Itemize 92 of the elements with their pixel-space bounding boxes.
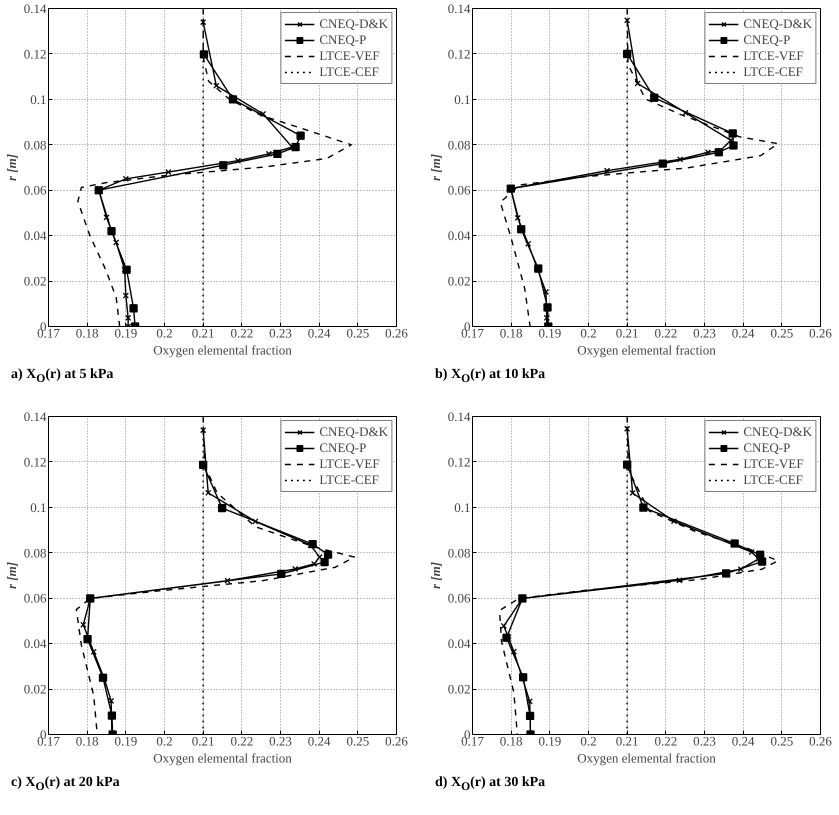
- x-tick-label: 0.19: [114, 734, 138, 748]
- x-axis-title: Oxygen elemental fraction: [577, 750, 716, 766]
- y-tick-label: 0.12: [448, 46, 470, 62]
- x-tick-label: 0.22: [654, 734, 678, 748]
- y-tick-label: 0.12: [24, 454, 46, 470]
- y-tick-label: 0.02: [448, 682, 470, 697]
- x-tick-label: 0.2: [580, 326, 597, 340]
- text: a) X$_{O}$(r) at 5 kPa: [11, 366, 114, 387]
- x-tick-label: 0.23: [269, 326, 292, 340]
- x-tick-label: 0.2: [156, 734, 173, 748]
- x-tick-label: 0.18: [76, 326, 99, 340]
- x-tick-label: 0.2: [580, 734, 597, 748]
- x-axis-title: Oxygen elemental fraction: [577, 342, 716, 358]
- y-tick-label: 0.08: [448, 137, 470, 152]
- x-tick-label: 0.23: [693, 326, 716, 340]
- legend-label: LTCE-VEF: [319, 456, 380, 472]
- x-axis-title: Oxygen elemental fraction: [153, 342, 292, 358]
- y-tick-label: 0.02: [24, 682, 46, 697]
- x-tick-label: 0.24: [732, 326, 756, 340]
- x-tick-label: 0.18: [500, 734, 523, 748]
- text: c) X$_{O}$(r) at 20 kPa: [11, 774, 120, 795]
- x-tick-label: 0.25: [346, 326, 370, 340]
- legend-label: CNEQ-P: [743, 440, 790, 456]
- x-tick-label: 0.2: [156, 326, 173, 340]
- y-tick-label: 0.14: [24, 409, 47, 424]
- y-tick-label: 0.14: [448, 1, 471, 16]
- x-tick-label: 0.21: [616, 734, 639, 748]
- legend-label: CNEQ-D&K: [319, 16, 388, 32]
- y-tick-label: 0.04: [24, 228, 47, 244]
- x-tick-label: 0.26: [385, 326, 408, 340]
- legend-label: CNEQ-P: [319, 440, 366, 456]
- legend-label: CNEQ-P: [743, 32, 790, 48]
- y-tick-label: 0.1: [30, 500, 46, 515]
- x-tick-label: 0.23: [693, 734, 716, 748]
- legend-label: LTCE-CEF: [743, 472, 803, 488]
- x-tick-label: 0.22: [230, 326, 254, 340]
- y-tick-label: 0.14: [24, 1, 47, 16]
- y-tick-label: 0.1: [454, 500, 470, 515]
- y-tick-label: 0.06: [448, 182, 471, 198]
- legend-label: LTCE-CEF: [319, 64, 379, 80]
- y-axis-title: r [m]: [4, 154, 19, 182]
- x-tick-label: 0.21: [192, 326, 215, 340]
- y-tick-label: 0.12: [448, 454, 470, 470]
- x-tick-label: 0.25: [770, 734, 794, 748]
- y-tick-label: 0.04: [24, 636, 47, 652]
- y-tick-label: 0.12: [24, 46, 46, 62]
- y-tick-label: 0.04: [448, 228, 471, 244]
- x-tick-label: 0.21: [616, 326, 639, 340]
- y-tick-label: 0.02: [24, 274, 46, 289]
- y-tick-label: 0.08: [448, 545, 470, 560]
- x-tick-label: 0.19: [538, 734, 562, 748]
- x-tick-label: 0.22: [654, 326, 678, 340]
- x-tick-label: 0.24: [732, 734, 756, 748]
- x-tick-label: 0.26: [809, 734, 832, 748]
- x-axis-title: Oxygen elemental fraction: [153, 750, 292, 766]
- x-tick-label: 0.25: [346, 734, 370, 748]
- y-tick-label: 0.1: [30, 92, 46, 107]
- y-axis-title: r [m]: [4, 562, 19, 590]
- legend-label: LTCE-VEF: [319, 48, 380, 64]
- x-tick-label: 0.24: [308, 734, 332, 748]
- y-tick-label: 0.06: [24, 182, 47, 198]
- x-tick-label: 0.26: [385, 734, 408, 748]
- text: b) X$_{O}$(r) at 10 kPa: [435, 366, 546, 387]
- legend-label: LTCE-CEF: [319, 472, 379, 488]
- y-axis-title: r [m]: [428, 562, 443, 590]
- x-tick-label: 0.24: [308, 326, 332, 340]
- x-tick-label: 0.18: [76, 734, 99, 748]
- x-tick-label: 0.25: [770, 326, 794, 340]
- x-tick-label: 0.21: [192, 734, 215, 748]
- y-tick-label: 0.14: [448, 409, 471, 424]
- legend-label: CNEQ-D&K: [743, 424, 812, 440]
- x-tick-label: 0.23: [269, 734, 292, 748]
- text: d) X$_{O}$(r) at 30 kPa: [435, 774, 546, 795]
- y-tick-label: 0.04: [448, 636, 471, 652]
- y-tick-label: 0.06: [24, 590, 47, 606]
- legend-label: CNEQ-D&K: [319, 424, 388, 440]
- x-tick-label: 0.19: [114, 326, 138, 340]
- legend-label: LTCE-CEF: [743, 64, 803, 80]
- y-tick-label: 0.02: [448, 274, 470, 289]
- y-tick-label: 0.08: [24, 137, 46, 152]
- y-tick-label: 0.06: [448, 590, 471, 606]
- y-tick-label: 0.1: [454, 92, 470, 107]
- y-axis-title: r [m]: [428, 154, 443, 182]
- legend-label: LTCE-VEF: [743, 456, 804, 472]
- x-tick-label: 0.22: [230, 734, 254, 748]
- legend-label: LTCE-VEF: [743, 48, 804, 64]
- x-tick-label: 0.26: [809, 326, 832, 340]
- y-tick-label: 0.08: [24, 545, 46, 560]
- x-tick-label: 0.19: [538, 326, 562, 340]
- legend-label: CNEQ-P: [319, 32, 366, 48]
- legend-label: CNEQ-D&K: [743, 16, 812, 32]
- x-tick-label: 0.18: [500, 326, 523, 340]
